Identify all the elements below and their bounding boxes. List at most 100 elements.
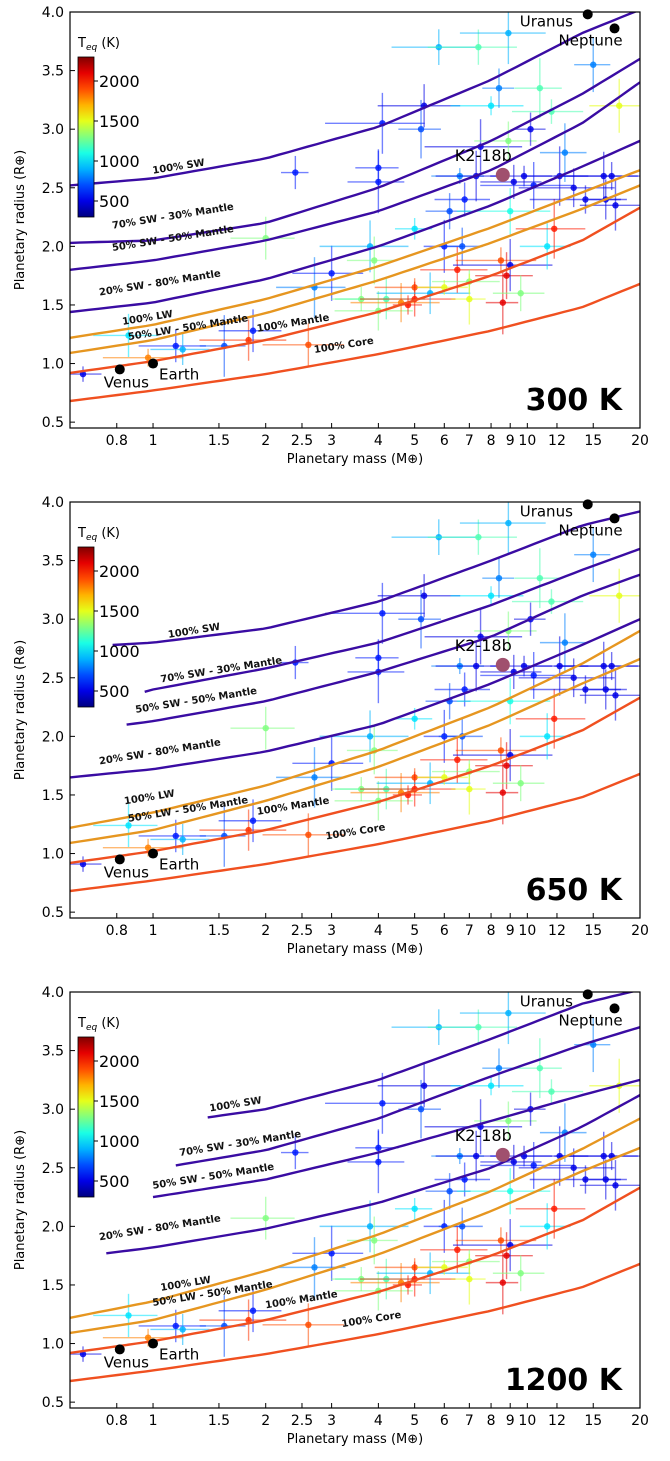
exoplanet-point <box>590 61 597 68</box>
exoplanet-point <box>245 826 252 834</box>
exoplanet-point <box>582 196 589 203</box>
exoplanet-point <box>305 831 312 838</box>
x-tick-label: 8 <box>487 1413 496 1429</box>
exoplanet-point <box>536 574 544 582</box>
curve-label: 100% Core <box>313 336 374 356</box>
model-curve <box>70 169 640 339</box>
exoplanet-point <box>517 1270 524 1277</box>
solar-planet-marker <box>114 1344 125 1355</box>
exoplanet-point <box>172 1322 179 1330</box>
exoplanet-point <box>505 29 512 37</box>
exoplanet-point <box>495 574 503 582</box>
x-tick-label: 6 <box>440 1413 449 1429</box>
colorbar-title: Teq (K) <box>77 526 120 543</box>
colorbar-tick-label: 1500 <box>99 1092 140 1111</box>
exoplanet-point <box>144 844 152 851</box>
exoplanet-point <box>311 1264 318 1271</box>
exoplanet-point <box>487 102 495 109</box>
x-tick-label: 3 <box>327 923 336 939</box>
k2-18b-marker <box>495 657 510 672</box>
plot-area <box>70 12 640 403</box>
x-tick-label: 3 <box>327 1413 336 1429</box>
model-curve <box>70 772 640 893</box>
exoplanet-point <box>454 756 461 764</box>
exoplanet-point <box>612 1182 619 1189</box>
x-tick-label: 1 <box>149 923 158 939</box>
exoplanet-point <box>503 272 510 279</box>
curve-label: 100% Mantle <box>256 313 330 335</box>
exoplanet-point <box>527 125 534 133</box>
solar-planet-marker <box>582 9 593 20</box>
exoplanet-point <box>497 1237 505 1244</box>
y-tick-label: 1.0 <box>42 1337 64 1353</box>
exoplanet-point <box>446 1188 453 1195</box>
exoplanet-point <box>561 639 569 646</box>
y-tick-label: 0.5 <box>42 415 64 431</box>
exoplanet-point <box>461 196 468 203</box>
x-tick-label: 4 <box>374 923 383 939</box>
solar-planet-marker <box>148 358 159 369</box>
exoplanet-point <box>144 354 152 361</box>
exoplanet-point <box>520 172 528 180</box>
axes-frame <box>69 991 641 1409</box>
exoplanet-point <box>411 1205 418 1212</box>
x-tick-label: 1.5 <box>208 433 230 449</box>
model-curve <box>70 282 640 403</box>
exoplanet-point <box>305 1321 312 1329</box>
exoplanet-point <box>570 1164 577 1171</box>
exoplanet-point <box>499 789 507 796</box>
model-curve <box>70 629 640 829</box>
x-tick-label: 2 <box>261 923 270 939</box>
y-tick-label: 2.5 <box>42 181 64 197</box>
colorbar-tick-label: 2000 <box>99 562 140 581</box>
exoplanet-point <box>366 733 374 740</box>
exoplanet-point <box>454 1246 461 1254</box>
model-curve <box>70 206 640 375</box>
uranus-label: Uranus <box>520 992 573 1010</box>
exoplanet-point <box>602 1176 609 1183</box>
y-tick-label: 1.5 <box>42 298 64 314</box>
exoplanet-point <box>459 1223 466 1230</box>
earth-label: Earth <box>159 1346 199 1364</box>
x-tick-label: 6 <box>440 923 449 939</box>
exoplanet-point <box>446 208 453 215</box>
exoplanet-point <box>292 169 299 176</box>
solar-planet-marker <box>148 848 159 859</box>
exoplanet-point <box>487 592 495 599</box>
curve-label: 100% Core <box>325 822 386 842</box>
exoplanet-point <box>461 686 468 693</box>
y-tick-label: 3.5 <box>42 554 64 570</box>
earth-label: Earth <box>159 856 199 874</box>
y-tick-label: 0.5 <box>42 1395 64 1411</box>
exoplanet-point <box>495 1064 503 1072</box>
x-tick-label: 20 <box>631 433 649 449</box>
exoplanet-point <box>245 336 252 344</box>
colorbar-tick-label: 1000 <box>99 1132 140 1151</box>
exoplanet-point <box>602 686 609 693</box>
exoplanet-point <box>536 84 544 92</box>
uranus-label: Uranus <box>520 12 573 30</box>
y-tick-label: 2.5 <box>42 671 64 687</box>
exoplanet-point <box>510 1158 517 1166</box>
exoplanet-point <box>292 1149 299 1156</box>
exoplanet-point <box>371 257 378 264</box>
exoplanet-point <box>420 1082 428 1089</box>
exoplanet-point <box>612 202 619 209</box>
colorbar-tick-label: 1000 <box>99 642 140 661</box>
solar-planet-marker <box>582 499 593 510</box>
exoplanet-point <box>375 654 382 662</box>
colorbar <box>77 56 95 218</box>
exoplanet-point <box>551 1205 558 1212</box>
k2-18b-marker <box>495 167 510 182</box>
x-tick-label: 4 <box>374 433 383 449</box>
x-tick-label: 8 <box>487 923 496 939</box>
solar-planet-marker <box>609 1003 620 1014</box>
exoplanet-point <box>366 1223 374 1230</box>
x-tick-label: 15 <box>584 923 602 939</box>
exoplanet-point <box>466 1275 473 1283</box>
exoplanet-point <box>507 208 514 215</box>
x-tick-label: 2.5 <box>291 1413 313 1429</box>
model-curve <box>70 1186 640 1355</box>
